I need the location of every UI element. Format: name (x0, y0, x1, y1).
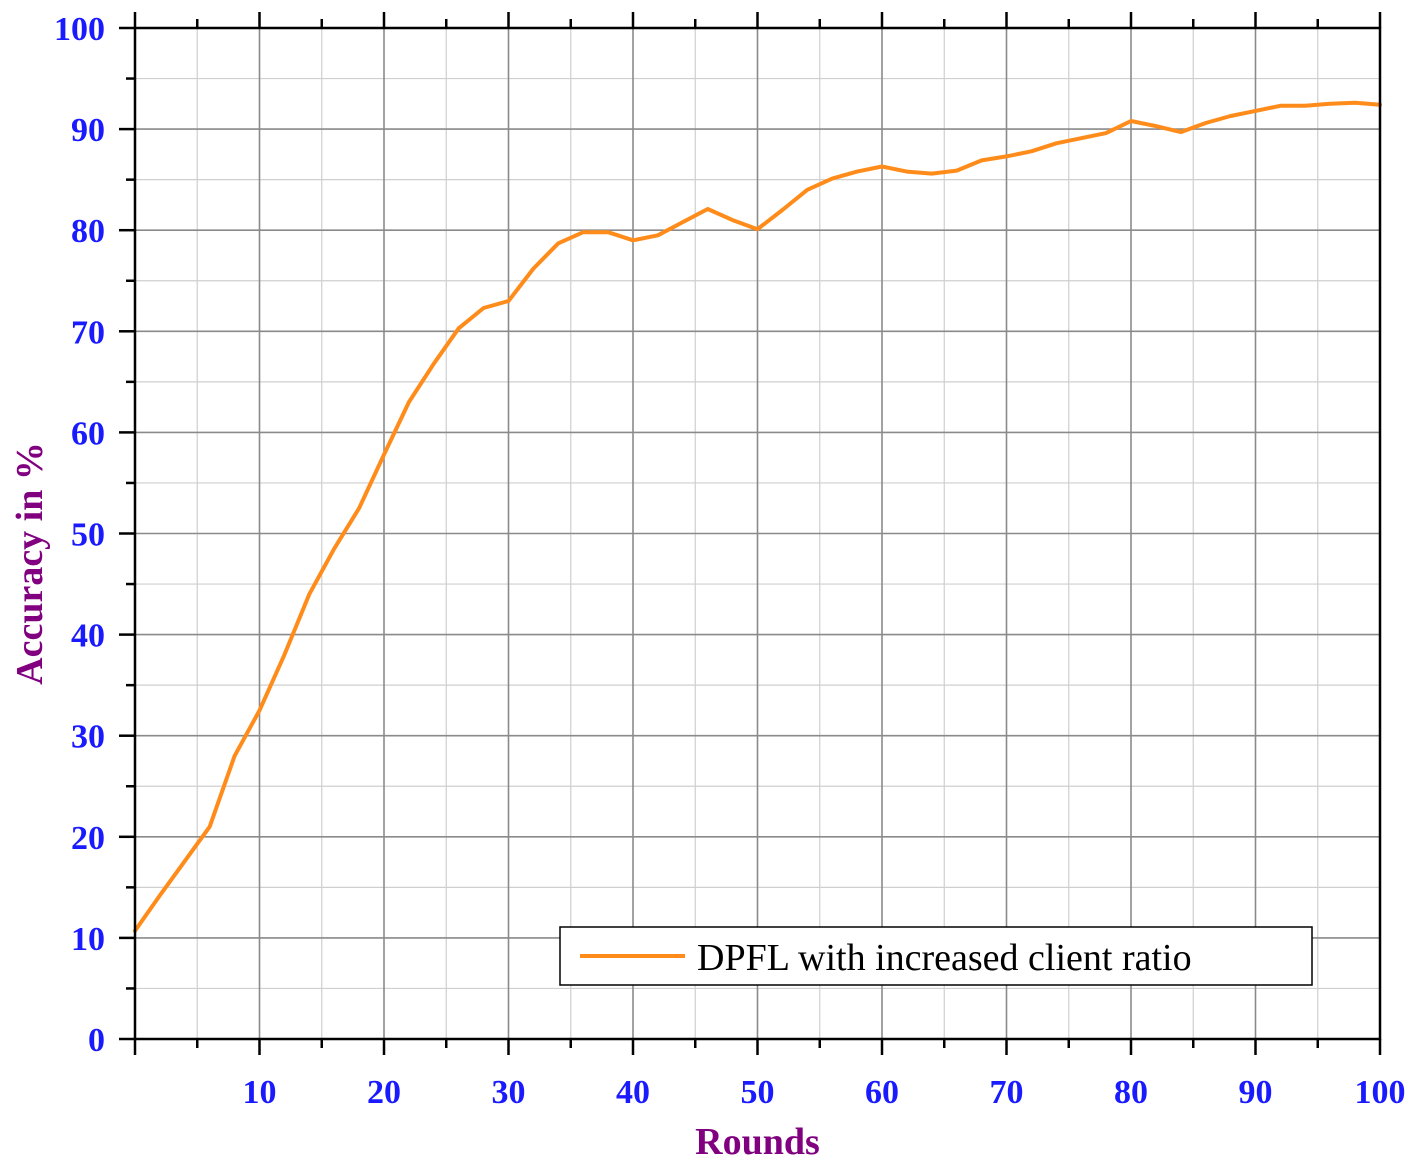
data-point (780, 208, 784, 212)
data-point (1154, 124, 1158, 128)
x-tick-label: 100 (1355, 1074, 1406, 1111)
data-point (482, 306, 486, 310)
data-point (258, 708, 261, 712)
data-point (1005, 154, 1008, 158)
data-point (980, 158, 984, 162)
data-point (307, 592, 311, 596)
data-point (1303, 104, 1307, 108)
data-point (183, 859, 187, 863)
x-axis-title: Rounds (695, 1121, 820, 1163)
y-tick-label: 70 (71, 314, 105, 351)
data-point (1278, 104, 1282, 108)
data-point (930, 172, 934, 176)
data-point (1328, 102, 1332, 106)
y-tick-label: 90 (71, 112, 105, 149)
data-point (332, 547, 336, 551)
data-point (905, 170, 909, 174)
data-point (830, 177, 834, 181)
y-tick-label: 30 (71, 719, 105, 756)
data-point (233, 754, 237, 758)
x-tick-label: 60 (865, 1074, 899, 1111)
data-point (606, 230, 610, 234)
y-tick-label: 40 (71, 618, 105, 655)
data-point (382, 453, 386, 457)
data-point (955, 169, 959, 173)
data-point (1129, 119, 1133, 123)
data-point (432, 362, 436, 366)
y-tick-label: 80 (71, 213, 105, 250)
legend: DPFL with increased client ratio (559, 926, 1313, 986)
data-point (507, 299, 510, 303)
y-tick-label: 10 (71, 921, 105, 958)
data-point (805, 188, 809, 192)
data-point (1079, 136, 1083, 140)
y-tick-label: 50 (71, 517, 105, 554)
y-axis-title: Accuracy in % (9, 442, 51, 685)
data-point (531, 267, 535, 271)
x-tick-label: 90 (1239, 1074, 1273, 1111)
data-point (556, 241, 560, 245)
axis-ticks (119, 12, 1382, 1055)
data-point (1029, 149, 1033, 153)
y-tick-labels: 0 10 20 30 40 50 60 70 80 90 100 (54, 11, 105, 1059)
y-tick-label: 0 (88, 1022, 105, 1059)
x-tick-label: 70 (990, 1074, 1024, 1111)
data-point (282, 653, 286, 657)
x-tick-label: 30 (492, 1074, 526, 1111)
data-point (1254, 109, 1257, 113)
legend-box (559, 926, 1313, 986)
data-point (1054, 141, 1058, 145)
data-point (706, 207, 710, 211)
x-tick-label: 50 (741, 1074, 775, 1111)
data-point (158, 893, 162, 897)
y-tick-label: 20 (71, 820, 105, 857)
data-point (357, 506, 361, 510)
data-point (756, 227, 759, 231)
data-point (1104, 131, 1108, 135)
data-point (208, 825, 212, 829)
data-point (1353, 101, 1357, 105)
data-point (581, 230, 585, 234)
data-point (407, 400, 411, 404)
data-point (1179, 130, 1183, 134)
x-tick-label: 10 (243, 1074, 277, 1111)
x-tick-label: 80 (1114, 1074, 1148, 1111)
data-point (855, 170, 859, 174)
y-tick-label: 100 (54, 11, 105, 48)
data-point (1204, 121, 1208, 125)
y-tick-label: 60 (71, 415, 105, 452)
legend-label: DPFL with increased client ratio (697, 937, 1192, 979)
data-point (880, 165, 884, 169)
data-point (1229, 114, 1233, 118)
data-point (656, 233, 660, 237)
x-tick-label: 20 (367, 1074, 401, 1111)
data-point (631, 238, 635, 242)
x-tick-labels: 10 20 30 40 50 60 70 80 90 100 (243, 1074, 1406, 1111)
x-tick-label: 40 (616, 1074, 650, 1111)
data-point (457, 326, 461, 330)
data-point (681, 220, 685, 224)
data-point (731, 218, 735, 222)
